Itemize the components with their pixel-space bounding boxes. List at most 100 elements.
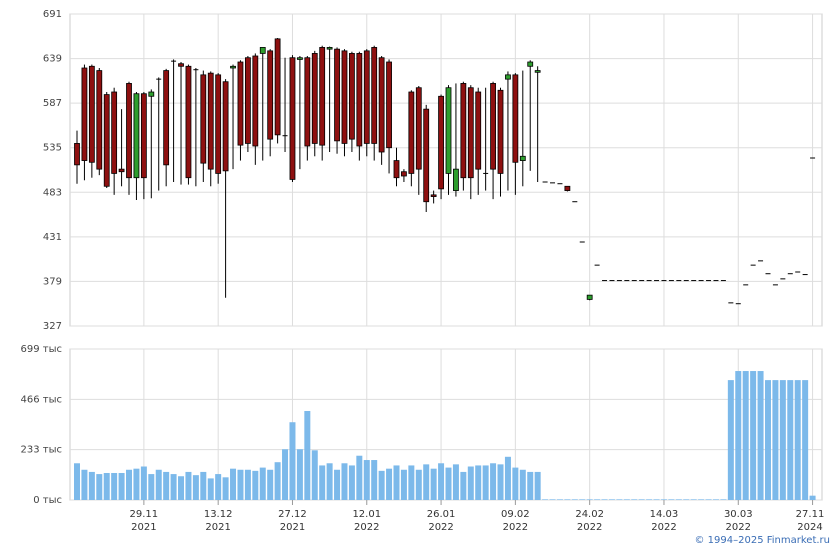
volume-bar	[423, 464, 430, 500]
x-tick-label: 24.02 2022	[575, 509, 604, 533]
candle-body	[88, 65, 95, 163]
candle-body	[163, 70, 170, 166]
volume-bar	[408, 465, 415, 500]
volume-bar	[430, 468, 437, 500]
volume-bar	[519, 469, 526, 500]
candle-body	[363, 50, 370, 144]
candle-body	[326, 47, 333, 50]
volume-bar	[534, 471, 541, 500]
candle-body	[408, 91, 415, 174]
volume-bar	[378, 470, 385, 500]
volume-bar	[586, 499, 593, 500]
candle-body	[430, 194, 437, 197]
candle-body	[371, 47, 378, 144]
volume-bar	[348, 465, 355, 500]
volume-bar	[705, 499, 712, 500]
volume-bar	[363, 460, 370, 500]
candle-body	[386, 61, 392, 149]
volume-bar	[809, 495, 816, 500]
volume-bar	[742, 371, 749, 500]
y-tick-label: 431	[43, 232, 62, 243]
volume-bar	[319, 465, 326, 500]
candle-body	[467, 87, 474, 179]
volume-bar	[126, 469, 133, 500]
volume-bar	[289, 422, 296, 500]
x-tick-label: 09.02 2022	[501, 509, 530, 533]
candle-body	[237, 61, 244, 146]
volume-bar	[259, 467, 266, 500]
candle-body	[289, 57, 296, 180]
volume-bar	[802, 380, 809, 500]
candle-body	[534, 70, 541, 73]
volume-bar	[794, 380, 801, 500]
candle-body	[296, 57, 303, 60]
candle-body	[438, 95, 444, 190]
y-tick-label: 466 тыс	[21, 394, 62, 405]
volume-bar	[230, 468, 237, 500]
candle-body	[311, 53, 318, 144]
volume-bar	[564, 499, 571, 500]
volume-bar	[549, 499, 556, 500]
volume-bar	[490, 463, 497, 500]
volume-bar	[646, 499, 653, 500]
volume-bar	[163, 471, 170, 500]
candle-body	[178, 63, 184, 67]
candle-body	[103, 94, 110, 187]
candle-body	[230, 65, 236, 69]
volume-bar	[527, 471, 534, 500]
candle-body	[564, 185, 571, 191]
candle-body	[505, 74, 511, 80]
volume-bar	[512, 467, 519, 500]
y-tick-label: 379	[43, 276, 62, 287]
x-tick-label: 30.03 2022	[723, 509, 753, 533]
candle-body	[185, 65, 192, 179]
volume-bar	[668, 499, 675, 500]
volume-bar	[467, 466, 474, 500]
y-tick-label: 233 тыс	[21, 445, 62, 456]
volume-bar	[660, 499, 667, 500]
volume-bar	[764, 380, 771, 500]
volume-bar	[296, 449, 303, 500]
volume-bar	[400, 469, 407, 500]
volume-bar	[111, 472, 118, 500]
y-tick-label: 0 тыс	[33, 495, 62, 506]
volume-bar	[386, 468, 393, 500]
candle-body	[244, 57, 251, 144]
volume-bar	[103, 472, 110, 500]
y-tick-label: 483	[43, 187, 62, 198]
volume-bar	[244, 469, 251, 500]
volume-bar	[497, 464, 504, 500]
volume-bar	[356, 455, 363, 500]
volume-bar	[683, 499, 690, 500]
candle-body	[111, 91, 118, 174]
candle-body	[445, 87, 452, 174]
x-tick-label: 27.11 2024	[795, 509, 825, 533]
candle-body	[527, 61, 534, 67]
volume-bar	[311, 450, 318, 500]
volume-bar	[81, 469, 88, 500]
candle-body	[512, 74, 519, 163]
volume-bar	[334, 469, 341, 500]
y-tick-label: 639	[43, 54, 62, 65]
volume-bar	[579, 499, 586, 500]
candle-body	[423, 108, 430, 203]
volume-bar	[304, 410, 311, 500]
volume-bar	[252, 470, 259, 500]
volume-bar	[140, 466, 147, 500]
candle-body	[252, 55, 259, 147]
volume-bar	[750, 371, 757, 500]
volume-bar	[267, 469, 274, 500]
candle-body	[304, 57, 311, 147]
volume-bar	[282, 449, 289, 500]
volume-bar	[779, 380, 786, 500]
volume-bar	[155, 469, 162, 500]
volume-bar	[74, 463, 80, 500]
volume-bar	[326, 463, 333, 500]
candle-body	[319, 47, 326, 146]
volume-bar	[608, 499, 615, 500]
volume-bar	[690, 499, 697, 500]
y-tick-label: 327	[43, 321, 62, 332]
y-tick-label: 699 тыс	[21, 344, 62, 355]
